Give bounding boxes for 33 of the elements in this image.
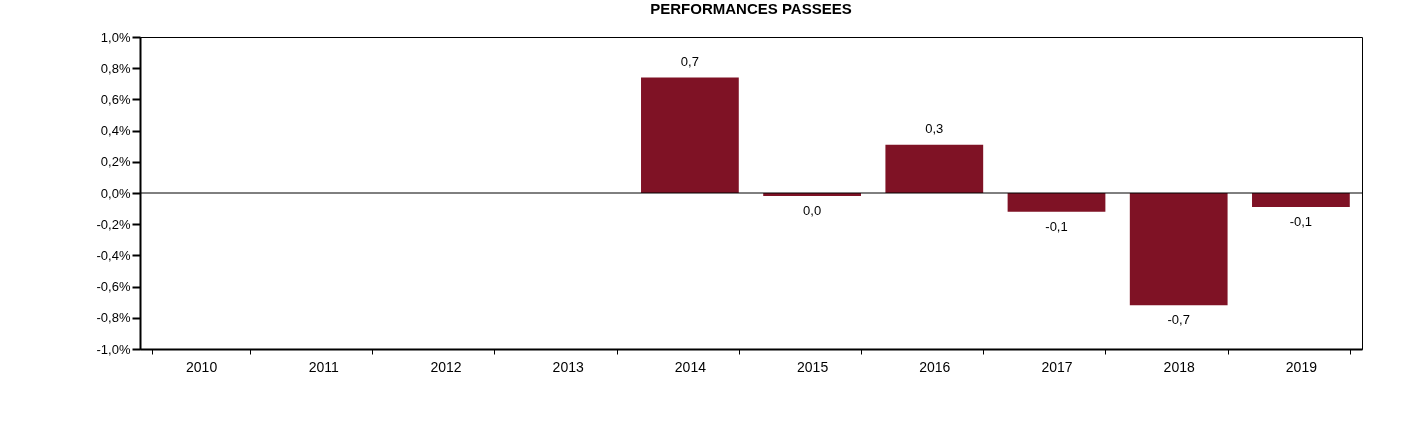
data-label: 0,3 xyxy=(925,120,944,136)
y-tick-label: -0,8% xyxy=(96,310,131,326)
y-tick-label: 0,6% xyxy=(100,91,131,107)
bar xyxy=(1007,193,1106,212)
y-tick-label: 0,4% xyxy=(100,123,131,139)
bar xyxy=(641,77,739,193)
x-tick-label: 2017 xyxy=(1041,358,1073,375)
data-label: -0,1 xyxy=(1045,218,1068,234)
data-label: -0,7 xyxy=(1167,312,1190,328)
y-tick-label: -1,0% xyxy=(96,341,131,357)
x-tick-label: 2015 xyxy=(797,358,829,375)
data-label: 0,0 xyxy=(803,203,822,219)
x-tick-label: 2012 xyxy=(430,358,462,375)
x-tick-label: 2016 xyxy=(919,358,951,375)
y-tick-label: -0,2% xyxy=(96,216,131,232)
y-tick-label: 0,0% xyxy=(100,185,131,201)
x-tick-label: 2014 xyxy=(674,358,707,375)
x-tick-label: 2011 xyxy=(308,358,340,375)
y-tick-label: -0,6% xyxy=(96,279,131,295)
y-tick-label: 1,0% xyxy=(100,29,131,45)
bar xyxy=(1129,193,1228,306)
y-tick-label: -0,4% xyxy=(96,247,131,263)
bar xyxy=(1252,193,1350,208)
bar xyxy=(885,144,984,193)
chart-title: PERFORMANCES PASSEES xyxy=(650,0,852,17)
x-tick-label: 2018 xyxy=(1163,358,1195,375)
data-label: 0,7 xyxy=(680,53,699,69)
x-tick-label: 2010 xyxy=(186,358,218,375)
x-tick-label: 2013 xyxy=(552,358,584,375)
x-tick-label: 2019 xyxy=(1285,358,1318,375)
y-tick-label: 0,8% xyxy=(100,60,131,76)
y-tick-label: 0,2% xyxy=(100,154,131,170)
data-label: -0,1 xyxy=(1289,214,1313,230)
